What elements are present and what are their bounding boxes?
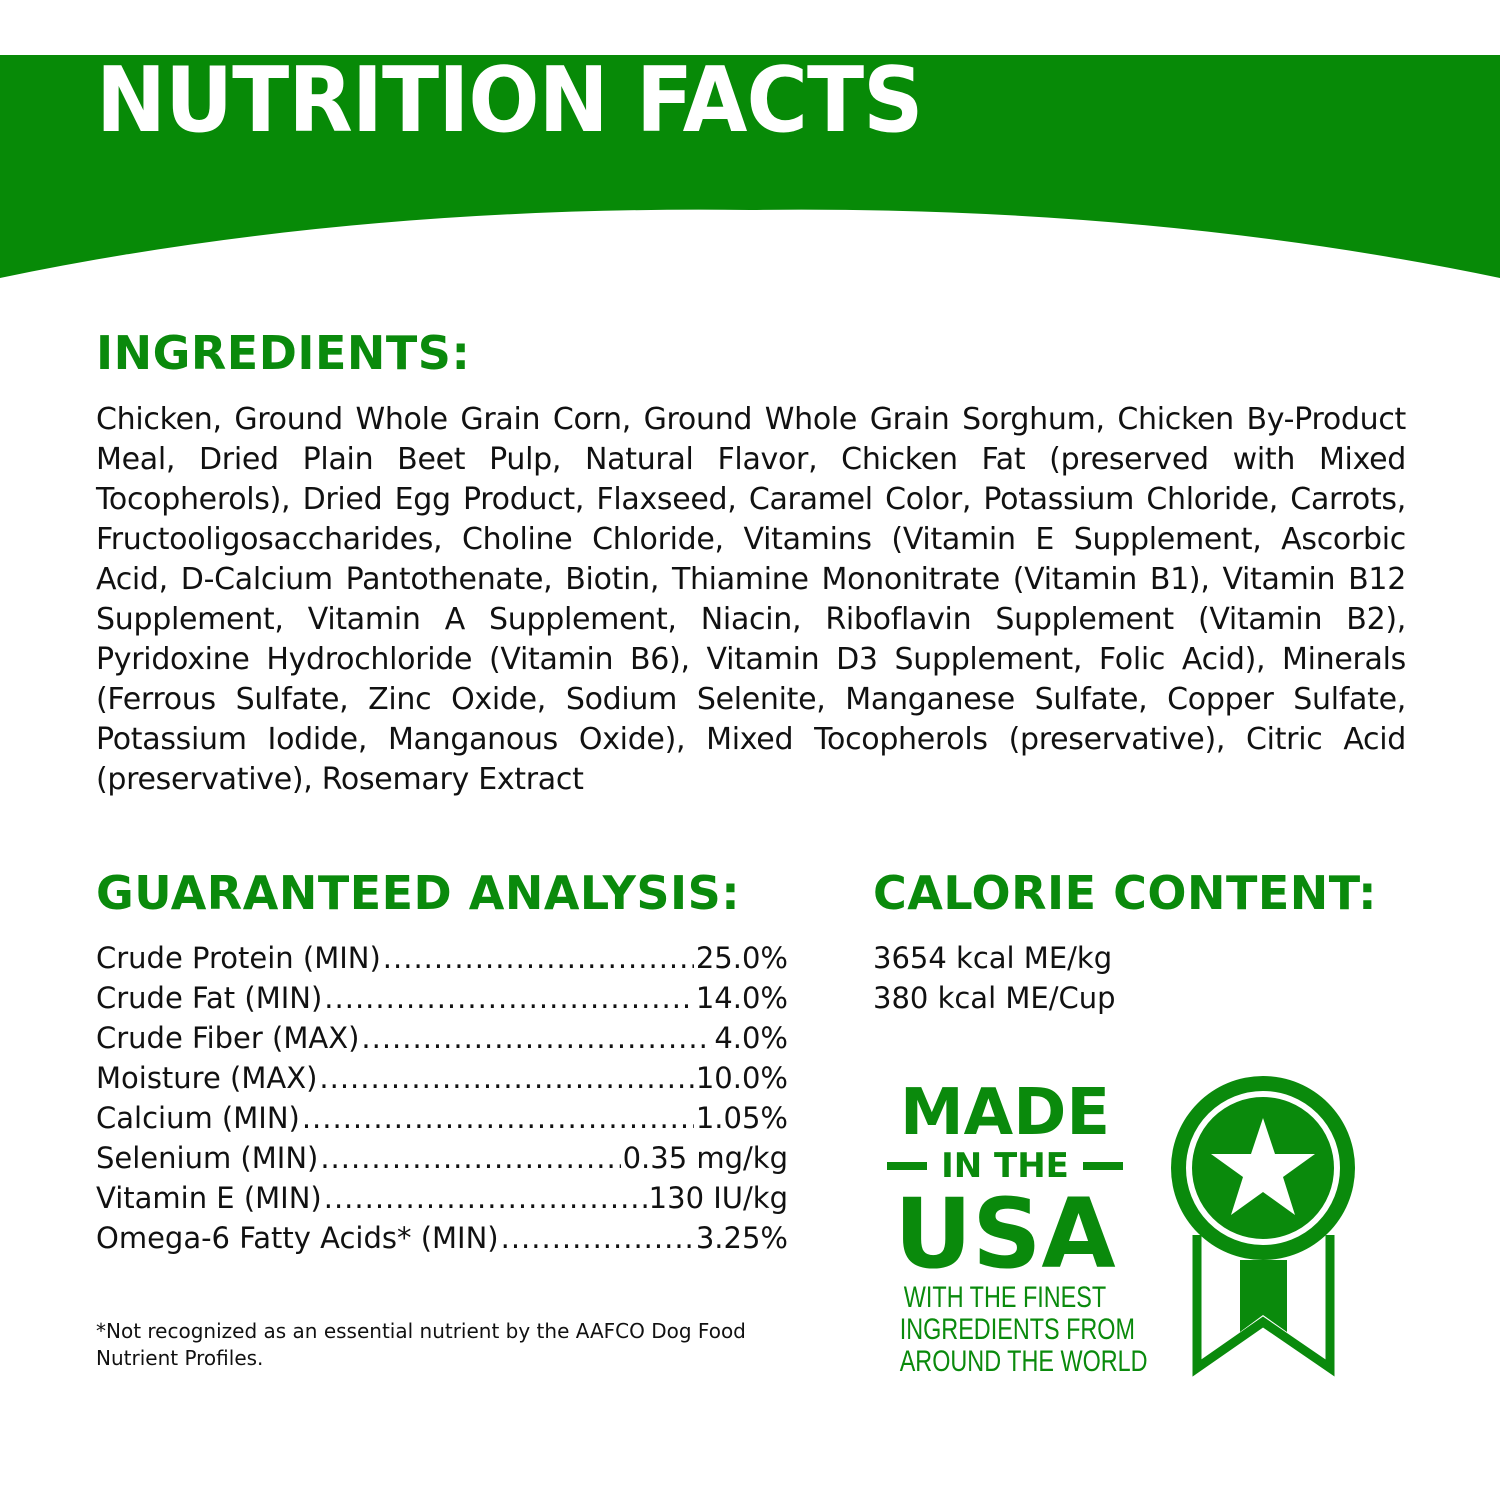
ingredients-heading: INGREDIENTS: bbox=[96, 326, 471, 380]
analysis-value: 14.0% bbox=[695, 981, 788, 1015]
dot-leader bbox=[383, 938, 694, 978]
dot-leader bbox=[319, 1058, 693, 1098]
analysis-value: 0.35 mg/kg bbox=[622, 1141, 788, 1175]
dot-leader bbox=[302, 1098, 694, 1138]
footnote: *Not recognized as an essential nutrient… bbox=[96, 1319, 746, 1370]
dot-leader bbox=[320, 1138, 620, 1178]
analysis-label: Selenium (MIN) bbox=[96, 1141, 319, 1175]
header-banner bbox=[0, 55, 1500, 278]
badge-in-the-row: IN THE bbox=[870, 1146, 1140, 1186]
badge-sub-line: AROUND THE WORLD bbox=[899, 1345, 1148, 1378]
badge-sub-line: WITH THE FINEST bbox=[903, 1281, 1107, 1314]
analysis-label: Crude Fat (MIN) bbox=[96, 981, 323, 1015]
badge-usa: USA bbox=[894, 1178, 1116, 1290]
analysis-label: Vitamin E (MIN) bbox=[96, 1181, 322, 1215]
analysis-label: Omega-6 Fatty Acids* (MIN) bbox=[96, 1221, 499, 1255]
calorie-line: 380 kcal ME/Cup bbox=[873, 981, 1116, 1015]
ingredients-text: Chicken, Ground Whole Grain Corn, Ground… bbox=[96, 402, 1406, 797]
guaranteed-analysis-table: Crude Protein (MIN) 25.0% Crude Fat (MIN)… bbox=[96, 938, 788, 1258]
calorie-content-heading: CALORIE CONTENT: bbox=[873, 866, 1378, 920]
calorie-line: 3654 kcal ME/kg bbox=[873, 941, 1113, 975]
analysis-value: 1.05% bbox=[695, 1101, 788, 1135]
analysis-row: Crude Fat (MIN) 14.0% bbox=[96, 978, 788, 1018]
analysis-row: Omega-6 Fatty Acids* (MIN) 3.25% bbox=[96, 1218, 788, 1258]
analysis-label: Crude Protein (MIN) bbox=[96, 941, 381, 975]
analysis-value: 10.0% bbox=[695, 1061, 788, 1095]
dot-leader bbox=[501, 1218, 694, 1258]
dot-leader bbox=[361, 1018, 712, 1058]
badge-sub-line: INGREDIENTS FROM bbox=[899, 1313, 1136, 1346]
badge-made: MADE bbox=[899, 1076, 1111, 1150]
dot-leader bbox=[324, 1178, 647, 1218]
dash bbox=[887, 1162, 928, 1170]
guaranteed-analysis-heading: GUARANTEED ANALYSIS: bbox=[96, 866, 741, 920]
analysis-value: 130 IU/kg bbox=[648, 1181, 788, 1215]
analysis-row: Calcium (MIN) 1.05% bbox=[96, 1098, 788, 1138]
analysis-row: Vitamin E (MIN) 130 IU/kg bbox=[96, 1178, 788, 1218]
analysis-value: 3.25% bbox=[695, 1221, 788, 1255]
badge-in-the: IN THE bbox=[941, 1146, 1069, 1186]
analysis-value: 25.0% bbox=[695, 941, 788, 975]
badge-subtext: WITH THE FINEST INGREDIENTS FROM AROUND … bbox=[899, 1281, 1148, 1378]
analysis-row: Crude Protein (MIN) 25.0% bbox=[96, 938, 788, 978]
dash bbox=[1082, 1162, 1123, 1170]
analysis-value: 4.0% bbox=[714, 1021, 788, 1055]
analysis-row: Crude Fiber (MAX) 4.0% bbox=[96, 1018, 788, 1058]
analysis-row: Moisture (MAX) 10.0% bbox=[96, 1058, 788, 1098]
analysis-label: Calcium (MIN) bbox=[96, 1101, 300, 1135]
page-title: NUTRITION FACTS bbox=[96, 48, 923, 153]
analysis-label: Crude Fiber (MAX) bbox=[96, 1021, 360, 1055]
award-ribbon-star-icon bbox=[1171, 1076, 1355, 1377]
made-in-usa-badge: MADE IN THE USA WITH THE FINEST INGREDIE… bbox=[870, 1076, 1148, 1378]
dot-leader bbox=[324, 978, 694, 1018]
analysis-label: Moisture (MAX) bbox=[96, 1061, 318, 1095]
analysis-row: Selenium (MIN) 0.35 mg/kg bbox=[96, 1138, 788, 1178]
calorie-content: 3654 kcal ME/kg 380 kcal ME/Cup bbox=[873, 938, 1116, 1018]
